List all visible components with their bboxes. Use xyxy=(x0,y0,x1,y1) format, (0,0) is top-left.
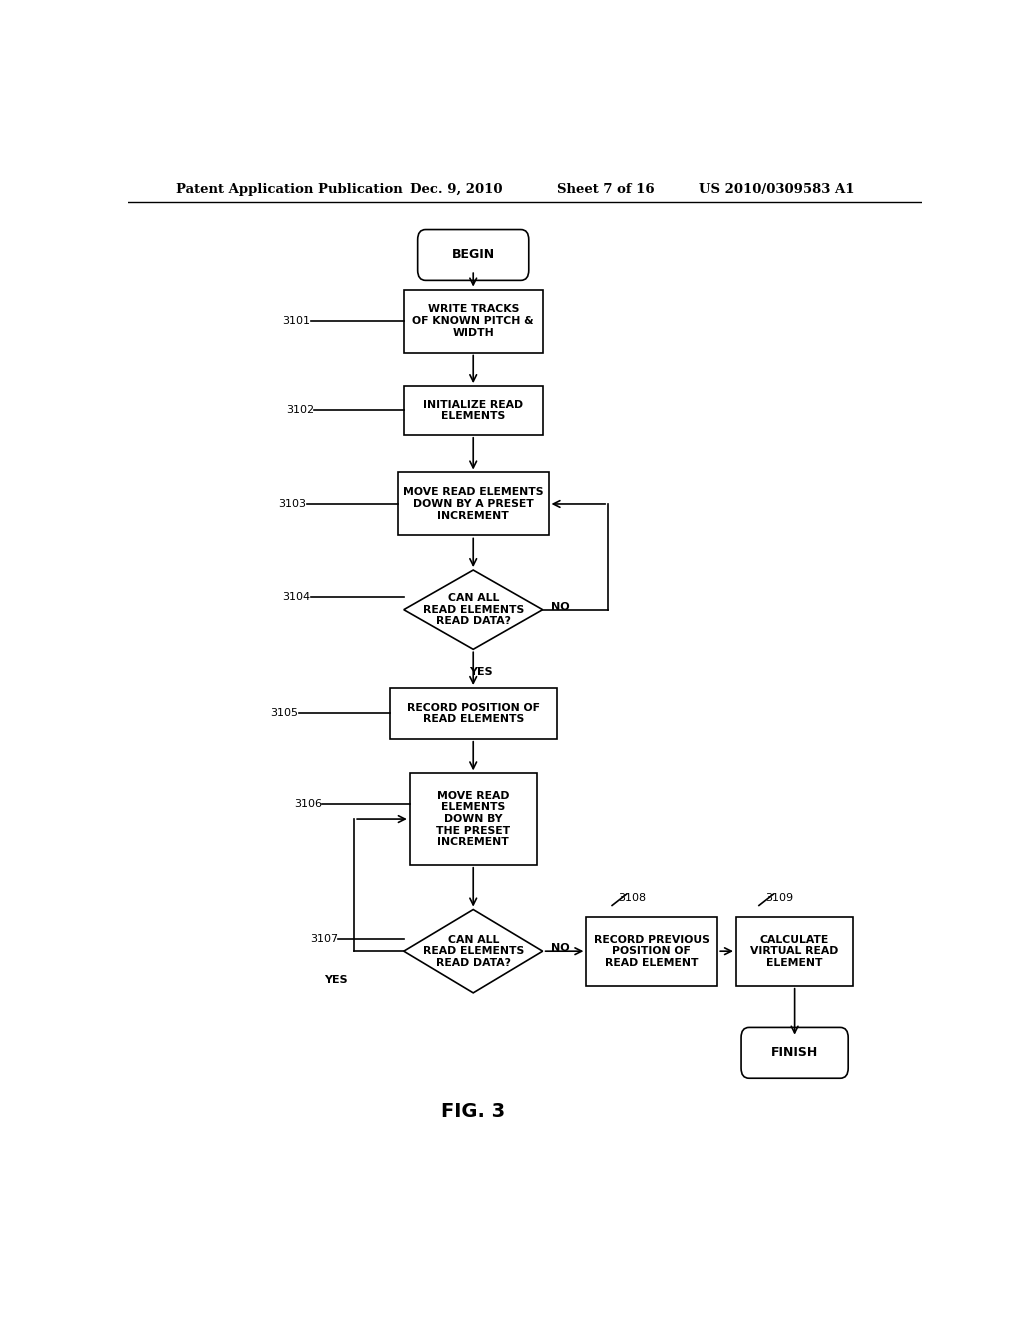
Text: CAN ALL
READ ELEMENTS
READ DATA?: CAN ALL READ ELEMENTS READ DATA? xyxy=(423,935,524,968)
Text: 3106: 3106 xyxy=(295,799,323,809)
Text: Dec. 9, 2010: Dec. 9, 2010 xyxy=(410,183,502,195)
Text: MOVE READ ELEMENTS
DOWN BY A PRESET
INCREMENT: MOVE READ ELEMENTS DOWN BY A PRESET INCR… xyxy=(403,487,544,520)
FancyBboxPatch shape xyxy=(741,1027,848,1078)
FancyBboxPatch shape xyxy=(418,230,528,280)
Text: RECORD PREVIOUS
POSITION OF
READ ELEMENT: RECORD PREVIOUS POSITION OF READ ELEMENT xyxy=(594,935,710,968)
FancyBboxPatch shape xyxy=(403,289,543,352)
FancyBboxPatch shape xyxy=(736,916,853,986)
Text: Patent Application Publication: Patent Application Publication xyxy=(176,183,402,195)
Text: US 2010/0309583 A1: US 2010/0309583 A1 xyxy=(699,183,855,195)
FancyBboxPatch shape xyxy=(390,688,557,739)
Text: 3107: 3107 xyxy=(310,935,338,944)
Text: FIG. 3: FIG. 3 xyxy=(441,1102,505,1121)
Text: 3105: 3105 xyxy=(270,709,299,718)
Text: 3101: 3101 xyxy=(283,315,310,326)
Text: WRITE TRACKS
OF KNOWN PITCH &
WIDTH: WRITE TRACKS OF KNOWN PITCH & WIDTH xyxy=(413,305,535,338)
FancyBboxPatch shape xyxy=(397,473,549,536)
Text: Sheet 7 of 16: Sheet 7 of 16 xyxy=(557,183,654,195)
Text: 3104: 3104 xyxy=(283,593,310,602)
Text: CALCULATE
VIRTUAL READ
ELEMENT: CALCULATE VIRTUAL READ ELEMENT xyxy=(751,935,839,968)
Text: YES: YES xyxy=(469,667,493,677)
Polygon shape xyxy=(403,909,543,993)
Text: BEGIN: BEGIN xyxy=(452,248,495,261)
Text: 3102: 3102 xyxy=(287,405,314,416)
Text: YES: YES xyxy=(325,974,348,985)
Text: 3103: 3103 xyxy=(279,499,306,510)
FancyBboxPatch shape xyxy=(403,385,543,434)
FancyBboxPatch shape xyxy=(410,774,537,865)
Text: 3108: 3108 xyxy=(617,894,646,903)
Polygon shape xyxy=(403,570,543,649)
Text: CAN ALL
READ ELEMENTS
READ DATA?: CAN ALL READ ELEMENTS READ DATA? xyxy=(423,593,524,626)
Text: NO: NO xyxy=(551,944,569,953)
Text: FINISH: FINISH xyxy=(771,1047,818,1060)
Text: 3109: 3109 xyxy=(765,894,793,903)
Text: INITIALIZE READ
ELEMENTS: INITIALIZE READ ELEMENTS xyxy=(423,400,523,421)
Text: RECORD POSITION OF
READ ELEMENTS: RECORD POSITION OF READ ELEMENTS xyxy=(407,702,540,725)
Text: NO: NO xyxy=(551,602,569,611)
FancyBboxPatch shape xyxy=(587,916,717,986)
Text: MOVE READ
ELEMENTS
DOWN BY
THE PRESET
INCREMENT: MOVE READ ELEMENTS DOWN BY THE PRESET IN… xyxy=(436,791,510,847)
